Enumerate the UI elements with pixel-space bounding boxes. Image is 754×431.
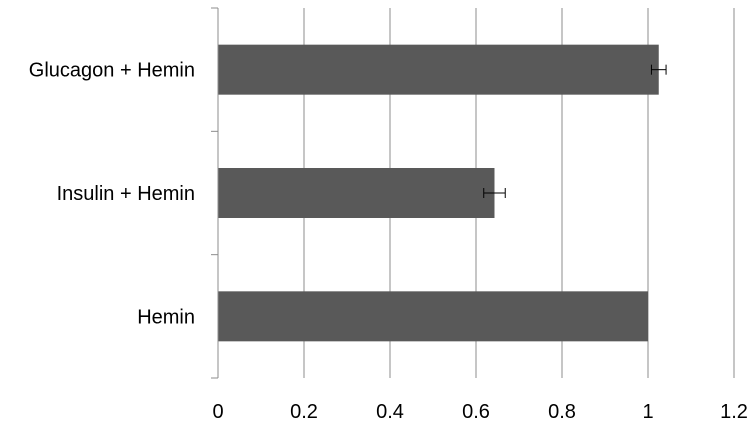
category-label: Glucagon + Hemin [29, 60, 195, 82]
bar [218, 291, 648, 342]
bar [218, 168, 495, 218]
category-label: Insulin + Hemin [57, 183, 195, 205]
category-label: Hemin [137, 306, 195, 328]
x-tick-label: 0.6 [462, 401, 490, 423]
error-bars [483, 64, 667, 198]
y-axis [211, 7, 219, 379]
x-tick-label: 1 [642, 401, 653, 423]
bar [218, 44, 659, 95]
bars [218, 44, 659, 342]
category-labels: Glucagon + Hemin Insulin + Hemin Hemin [29, 60, 195, 329]
x-tick-label: 0.8 [548, 401, 576, 423]
x-tick-labels: 0 0.2 0.4 0.6 0.8 1 1.2 [212, 401, 747, 423]
x-tick-label: 0 [212, 401, 223, 423]
x-tick-label: 0.4 [376, 401, 404, 423]
x-tick-label: 1.2 [720, 401, 748, 423]
x-tick-label: 0.2 [290, 401, 318, 423]
